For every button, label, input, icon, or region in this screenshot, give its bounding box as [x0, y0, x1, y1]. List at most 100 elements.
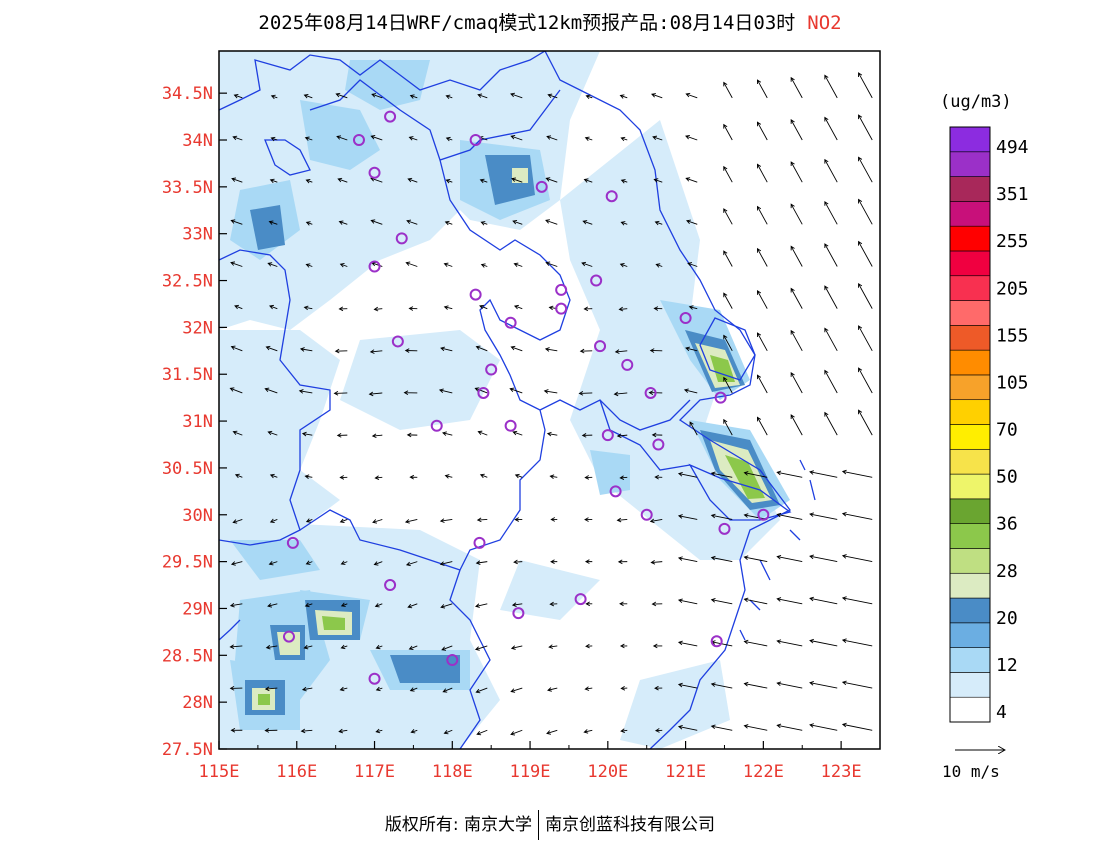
wind-arrow — [229, 602, 243, 608]
lon-tick-label: 115E — [199, 762, 240, 782]
wind-arrow — [234, 473, 243, 479]
station-marker — [652, 438, 665, 451]
wind-arrow — [677, 640, 698, 647]
wind-arrow — [776, 681, 803, 689]
wind-arrow — [824, 200, 838, 225]
wind-arrow — [543, 389, 558, 394]
wind-arrow — [303, 305, 313, 311]
wind-arrow — [514, 517, 523, 522]
wind-arrow — [404, 519, 418, 524]
wind-arrow — [546, 431, 558, 437]
wind-arrow — [409, 474, 418, 480]
wind-arrow — [550, 517, 558, 522]
wind-arrow — [303, 93, 313, 99]
wind-arrow — [229, 387, 243, 394]
wind-arrow — [405, 561, 418, 567]
wind-arrow — [650, 559, 663, 565]
wind-arrow — [617, 559, 628, 565]
legend-unit: (ug/m3) — [940, 92, 1012, 112]
legend-label: 105 — [996, 372, 1029, 393]
legend-label: 50 — [996, 467, 1018, 488]
wind-arrow — [408, 645, 418, 650]
wind-arrow — [512, 220, 523, 225]
wind-arrow — [406, 219, 418, 225]
wind-arrow — [407, 177, 418, 183]
wind-arrow — [651, 601, 663, 607]
wind-arrow — [776, 639, 803, 647]
wind-arrow — [368, 391, 383, 397]
wind-arrow — [338, 306, 348, 312]
station-marker — [368, 166, 381, 179]
wind-arrow — [579, 348, 593, 354]
wind-arrow — [620, 728, 628, 733]
legend-swatch — [949, 349, 991, 376]
wind-arrow — [584, 559, 593, 564]
wind-arrow — [757, 290, 768, 309]
lat-tick-label: 28.5N — [162, 646, 213, 666]
wind-arrow — [618, 306, 628, 312]
wind-arrow — [335, 92, 348, 99]
wind-arrow — [304, 474, 313, 479]
wind-arrow — [264, 686, 278, 692]
legend-frame — [949, 126, 991, 723]
lat-tick-label: 28N — [182, 693, 213, 713]
legend-swatch — [949, 275, 991, 301]
wind-arrow — [620, 136, 628, 142]
wind-arrow — [858, 282, 873, 309]
wind-arrow — [408, 306, 418, 311]
wind-arrow — [649, 518, 663, 524]
wind-arrow — [513, 262, 523, 267]
lat-tick-label: 29N — [182, 599, 213, 619]
wind-arrow — [858, 240, 873, 267]
wind-arrow — [479, 178, 488, 184]
wind-arrow — [649, 348, 663, 353]
station-marker — [446, 653, 459, 666]
copyright-footer: 版权所有: 南京大学 南京创蓝科技有限公司 — [0, 810, 1100, 840]
wind-arrow — [265, 644, 278, 650]
station-marker — [469, 288, 482, 301]
wind-arrow — [841, 638, 873, 647]
wind-arrow — [439, 561, 453, 566]
station-marker — [757, 508, 770, 521]
legend-swatch — [949, 498, 991, 524]
wind-arrow — [858, 198, 873, 225]
station-marker — [609, 485, 622, 498]
wind-arrow — [583, 178, 593, 183]
wind-arrow — [858, 409, 873, 436]
wind-arrow — [841, 511, 873, 520]
concentration-field — [219, 51, 790, 749]
wind-arrow — [824, 243, 838, 267]
wind-arrow — [723, 376, 733, 394]
wind-arrow — [444, 220, 453, 226]
wind-arrow — [809, 723, 838, 731]
wind-arrow — [743, 471, 768, 478]
wind-arrow — [790, 119, 803, 141]
legend-swatch — [949, 151, 991, 177]
station-marker — [555, 283, 568, 296]
wind-arrow — [511, 602, 523, 607]
wind-arrow — [723, 81, 733, 99]
station-marker — [368, 672, 381, 685]
wind-arrow — [408, 136, 418, 141]
wind-arrow — [619, 643, 628, 649]
legend-label: 20 — [996, 608, 1018, 629]
wind-arrow — [616, 517, 628, 523]
wind-arrow — [654, 474, 663, 480]
wind-arrow — [510, 92, 523, 99]
wind-arrow — [790, 161, 803, 183]
wind-arrow — [339, 475, 348, 480]
station-marker — [504, 419, 517, 432]
coastline — [544, 51, 816, 749]
wind-arrow — [373, 561, 383, 566]
wind-arrow — [265, 345, 278, 352]
wind-arrow — [443, 729, 453, 735]
wind-arrow — [685, 346, 698, 352]
wind-arrow — [757, 121, 768, 141]
wind-arrow — [790, 414, 803, 436]
wind-arrow — [269, 473, 278, 479]
wind-arrow — [513, 559, 523, 565]
lat-tick-label: 34.5N — [162, 84, 213, 104]
wind-arrow — [480, 221, 488, 226]
wind-arrow — [338, 728, 348, 734]
pollutant-label: NO2 — [807, 12, 842, 34]
